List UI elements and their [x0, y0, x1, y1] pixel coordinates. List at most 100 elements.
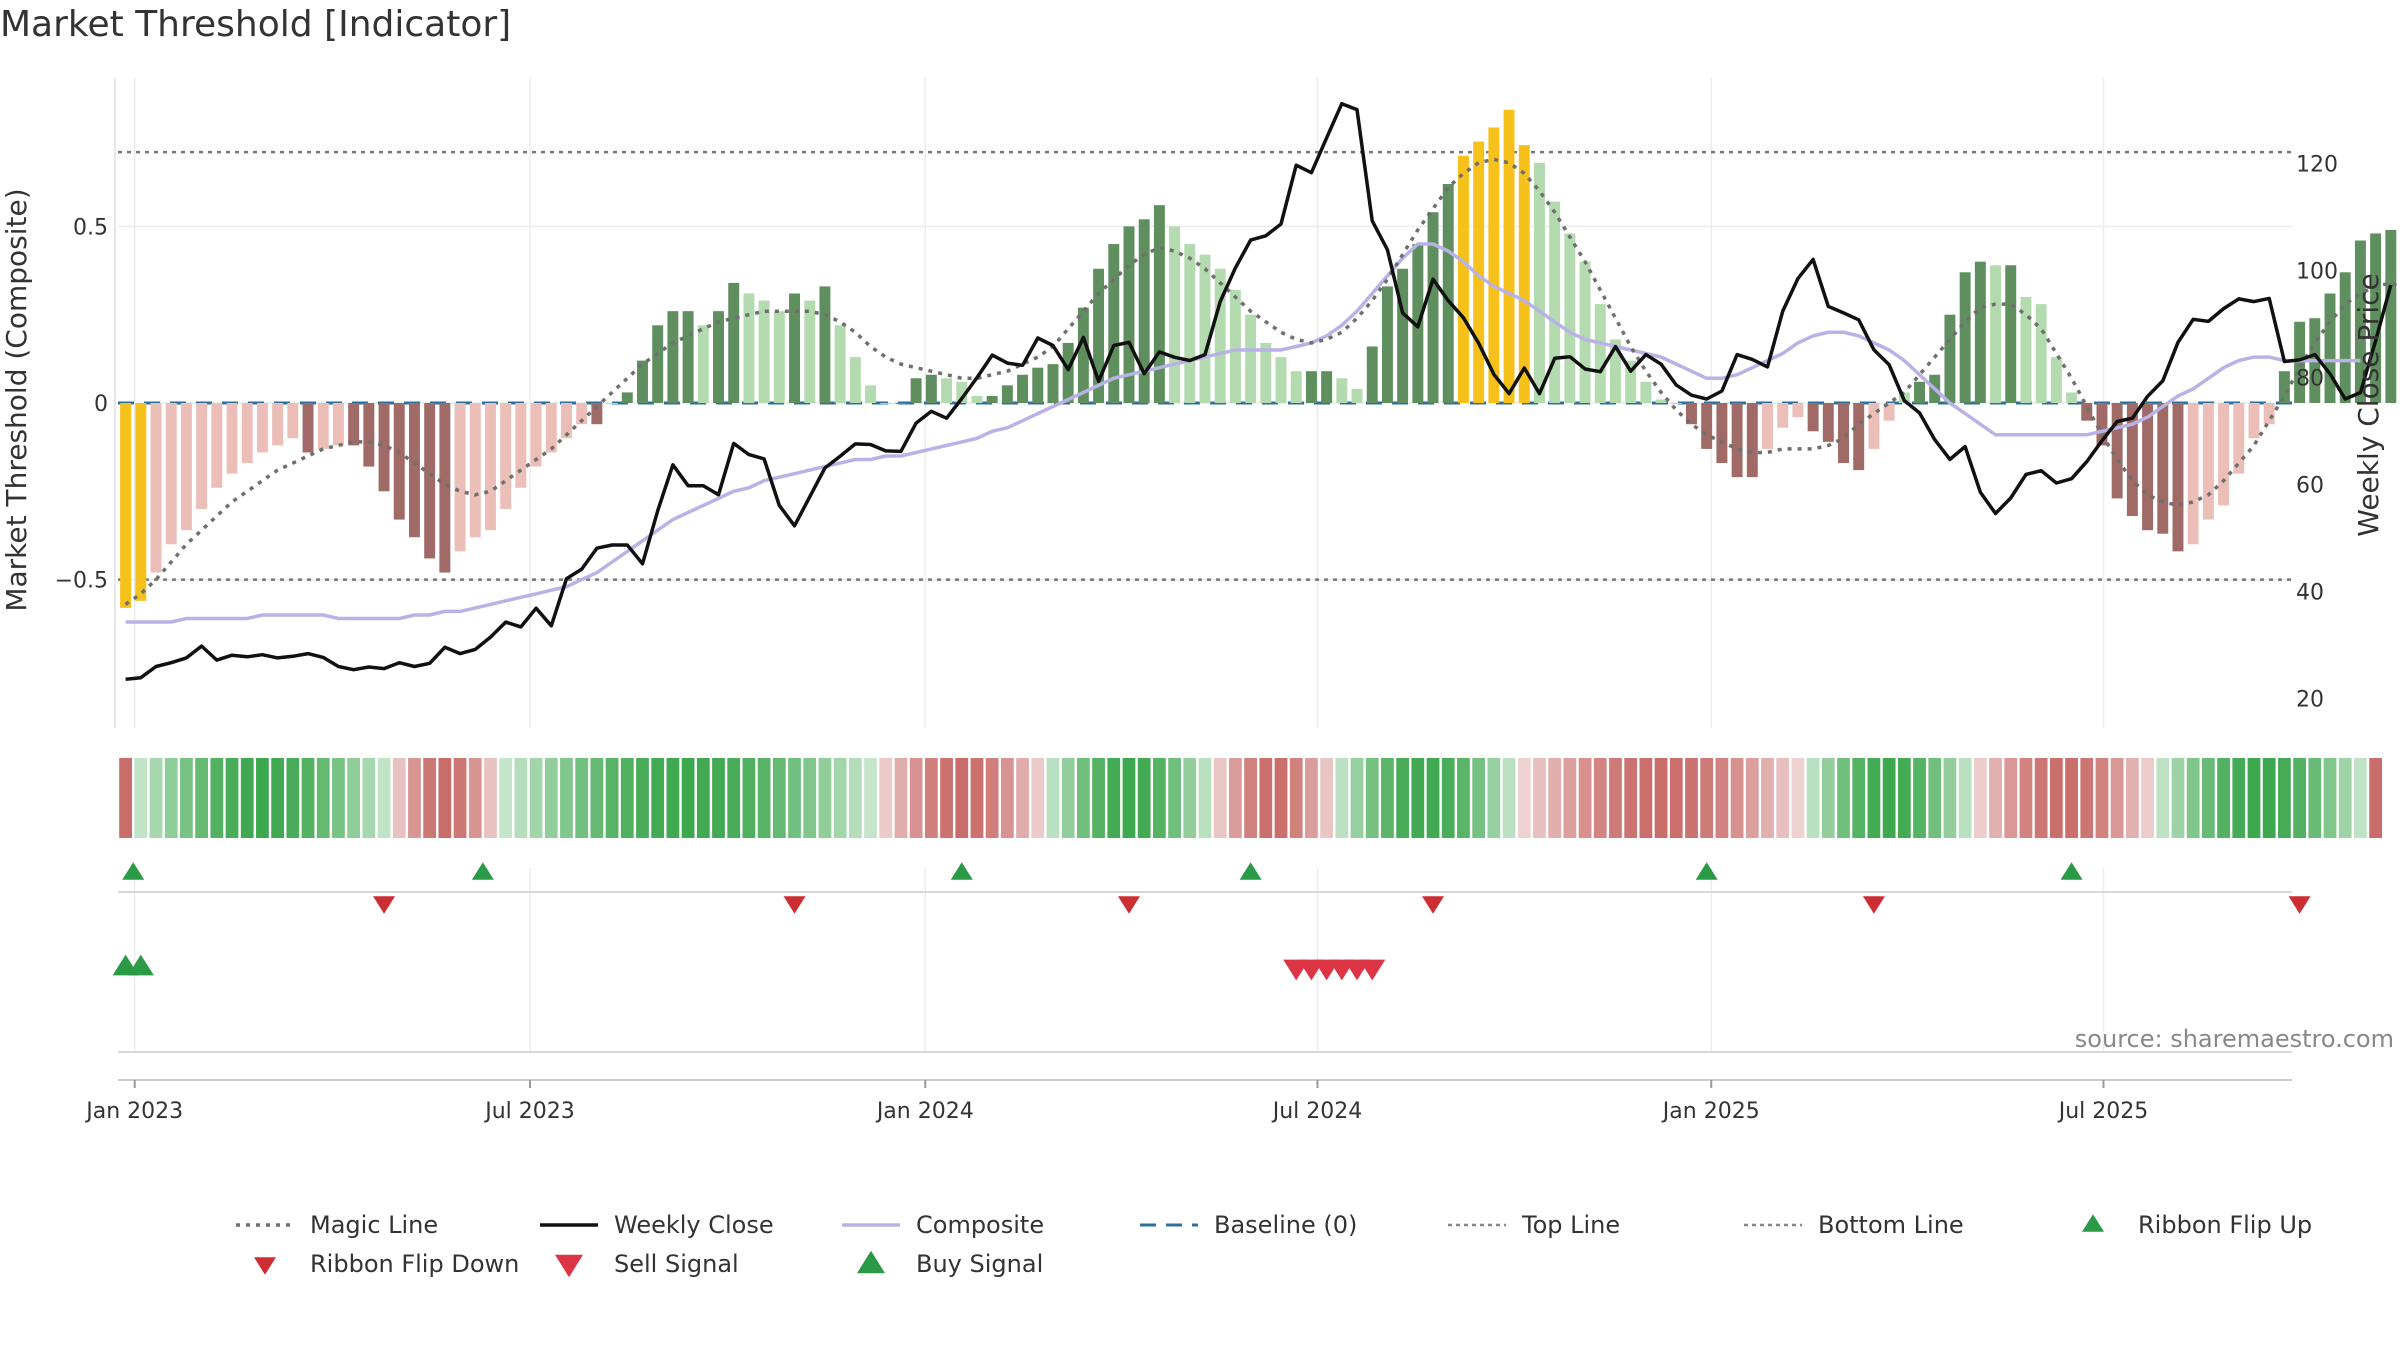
- composite-bar: [1625, 360, 1637, 403]
- composite-bar: [256, 403, 268, 453]
- composite-bar: [2218, 403, 2230, 506]
- ribbon-cell: [347, 758, 361, 838]
- x-tick-label: Jul 2025: [2057, 1099, 2149, 1124]
- composite-bar: [2202, 403, 2214, 520]
- ribbon-cell: [1365, 758, 1379, 838]
- reference-lines: [118, 150, 2292, 581]
- composite-bar: [925, 374, 937, 403]
- composite-bar: [515, 403, 527, 488]
- composite-bar: [1336, 378, 1348, 403]
- composite-bar: [1062, 342, 1074, 403]
- composite-bar: [348, 403, 360, 446]
- ribbon-cell: [666, 758, 680, 838]
- ribbon-cell: [1958, 758, 1972, 838]
- composite-bar: [1351, 388, 1363, 403]
- ribbon-cell: [696, 758, 710, 838]
- ribbon-cell: [2354, 758, 2367, 838]
- right-tick-label: 80: [2296, 367, 2324, 392]
- composite-bar: [1853, 403, 1865, 471]
- composite-bar: [1868, 403, 1880, 449]
- composite-bar: [819, 286, 831, 403]
- ribbon-cell: [362, 758, 376, 838]
- ribbon-cell: [2323, 758, 2337, 838]
- composite-bar: [971, 395, 983, 403]
- composite-bar: [606, 403, 618, 404]
- ribbon-cell: [620, 758, 634, 838]
- composite-bar: [834, 325, 846, 403]
- composite-bar: [1108, 244, 1120, 403]
- legend-swatch: [555, 1254, 583, 1278]
- ribbon-cell: [1137, 758, 1151, 838]
- legend: Magic Line Weekly Close Composite Baseline …: [236, 1211, 2312, 1278]
- ribbon-cell: [2308, 758, 2322, 838]
- composite-bar: [1473, 141, 1485, 403]
- ribbon-cell: [864, 758, 877, 838]
- composite-bar: [773, 311, 785, 403]
- composite-bar: [180, 403, 192, 531]
- ribbon-cell: [1289, 758, 1303, 838]
- ribbon-cell: [2338, 758, 2352, 838]
- composite-bar: [1822, 403, 1834, 442]
- ribbon-cell: [2171, 758, 2185, 838]
- ribbon-cell: [377, 758, 391, 838]
- composite-bar: [1990, 265, 2002, 403]
- buy-signal-marker: [127, 954, 154, 976]
- composite-bar: [1838, 403, 1849, 464]
- ribbon-cell: [1715, 758, 1729, 838]
- ribbon-cell: [2065, 758, 2078, 838]
- ribbon-cell: [681, 758, 695, 838]
- composite-bar: [1032, 367, 1044, 403]
- sell-signal-marker: [1359, 959, 1386, 981]
- legend-entry: Magic Line: [236, 1211, 438, 1239]
- composite-bar: [728, 282, 740, 403]
- ribbon-cell: [1745, 758, 1759, 838]
- composite-histogram: [120, 109, 2397, 608]
- composite-bar: [2111, 403, 2123, 499]
- ribbon-cell: [1654, 758, 1668, 838]
- legend-entry: Baseline (0): [1140, 1211, 1357, 1239]
- composite-bar: [439, 403, 451, 573]
- source-note: source: sharemaestro.com: [2075, 1025, 2394, 1053]
- legend-entry: Weekly Close: [540, 1211, 774, 1239]
- composite-bar: [1488, 127, 1500, 404]
- composite-bar: [2370, 233, 2382, 403]
- legend-label: Sell Signal: [614, 1250, 739, 1278]
- composite-bar: [561, 403, 572, 439]
- composite-bar: [211, 403, 223, 488]
- composite-bar: [1701, 403, 1713, 449]
- legend-label: Ribbon Flip Up: [2138, 1211, 2312, 1239]
- composite-bar: [1321, 371, 1333, 403]
- x-tick-label: Jul 2023: [483, 1099, 575, 1124]
- composite-bar: [1001, 385, 1013, 403]
- ribbon-cell: [316, 758, 330, 838]
- ribbon-cell: [1609, 758, 1622, 838]
- composite-bar: [545, 403, 557, 453]
- ribbon-cell: [1092, 758, 1105, 838]
- composite-bar: [865, 385, 877, 403]
- ribbon-cell: [940, 758, 953, 838]
- composite-bar: [1275, 357, 1287, 403]
- legend-label: Top Line: [1521, 1211, 1620, 1239]
- trend-ribbon: [119, 758, 2383, 838]
- ribbon-cell: [301, 758, 315, 838]
- composite-bar: [1503, 109, 1515, 403]
- composite-bar: [1184, 244, 1196, 403]
- composite-bar: [393, 403, 405, 520]
- composite-bar: [1093, 268, 1105, 403]
- ribbon-cell: [757, 758, 771, 838]
- ribbon-flip-down-marker: [1862, 896, 1885, 914]
- ribbon-cell: [955, 758, 969, 838]
- ribbon-cell: [2095, 758, 2109, 838]
- composite-bar: [378, 403, 390, 492]
- composite-bar: [1533, 162, 1545, 403]
- composite-bar: [941, 378, 953, 403]
- composite-bar: [1610, 339, 1621, 403]
- ribbon-cell: [2293, 758, 2306, 838]
- composite-bar: [1138, 219, 1150, 403]
- composite-bar: [1792, 403, 1804, 418]
- composite-bar: [1731, 403, 1743, 478]
- composite-bar: [1959, 272, 1971, 403]
- ribbon-flip-down-marker: [1422, 896, 1445, 914]
- composite-bar: [1381, 286, 1393, 403]
